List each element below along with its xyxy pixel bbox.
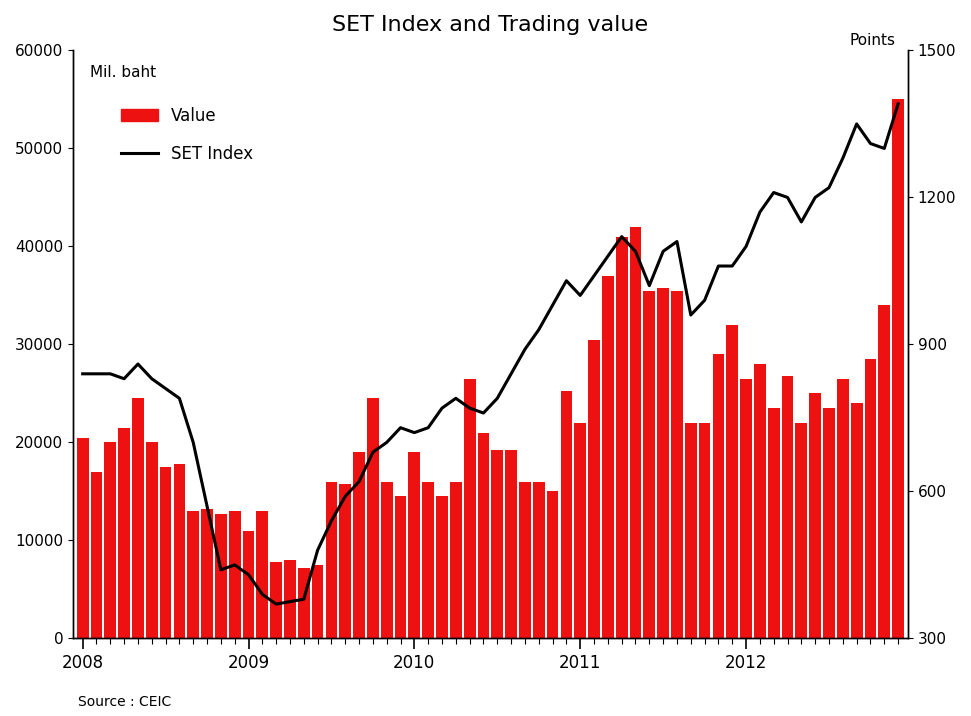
Bar [754, 364, 766, 639]
Bar [174, 464, 185, 639]
Text: Source : CEIC: Source : CEIC [78, 695, 171, 709]
Bar [892, 100, 904, 639]
Bar [505, 450, 517, 639]
Bar [340, 483, 352, 639]
Bar [201, 509, 213, 639]
Bar [105, 442, 117, 639]
Bar [450, 482, 461, 639]
Bar [256, 511, 268, 639]
Bar [77, 437, 88, 639]
Bar [409, 453, 420, 639]
Bar [325, 482, 337, 639]
Bar [90, 472, 102, 639]
Bar [574, 423, 586, 639]
Bar [353, 453, 365, 639]
Bar [685, 423, 696, 639]
Bar [768, 408, 780, 639]
Text: Points: Points [850, 32, 895, 47]
Bar [837, 379, 849, 639]
Bar [478, 432, 489, 639]
Bar [864, 359, 877, 639]
Bar [159, 467, 172, 639]
Bar [629, 227, 642, 639]
Bar [671, 291, 683, 639]
Bar [229, 511, 241, 639]
Bar [436, 496, 448, 639]
Title: SET Index and Trading value: SET Index and Trading value [332, 15, 649, 35]
Bar [533, 482, 545, 639]
Bar [740, 379, 752, 639]
Text: Mil. baht: Mil. baht [89, 65, 155, 80]
Bar [795, 423, 807, 639]
Bar [270, 562, 282, 639]
Bar [644, 291, 655, 639]
Bar [367, 398, 379, 639]
Bar [285, 560, 296, 639]
Bar [215, 514, 227, 639]
Bar [243, 531, 254, 639]
Bar [547, 491, 558, 639]
Bar [879, 305, 890, 639]
Bar [298, 568, 310, 639]
Legend: Value, SET Index: Value, SET Index [115, 100, 260, 169]
Bar [713, 354, 724, 639]
Bar [851, 403, 862, 639]
Bar [657, 288, 669, 639]
Bar [602, 276, 614, 639]
Bar [560, 392, 572, 639]
Bar [146, 442, 157, 639]
Bar [616, 236, 627, 639]
Bar [381, 482, 392, 639]
Bar [312, 565, 323, 639]
Bar [782, 376, 793, 639]
Bar [519, 482, 531, 639]
Bar [464, 379, 476, 639]
Bar [394, 496, 407, 639]
Bar [187, 511, 199, 639]
Bar [699, 423, 711, 639]
Bar [823, 408, 835, 639]
Bar [809, 393, 821, 639]
Bar [118, 427, 130, 639]
Bar [726, 325, 738, 639]
Bar [588, 339, 600, 639]
Bar [132, 398, 144, 639]
Bar [422, 482, 434, 639]
Bar [491, 450, 503, 639]
